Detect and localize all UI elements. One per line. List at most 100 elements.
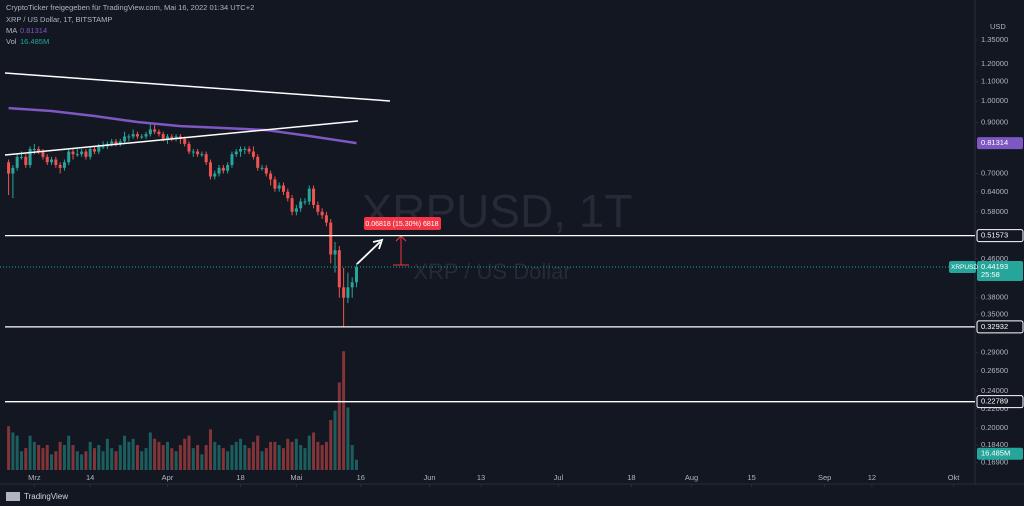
candle-body <box>166 136 170 139</box>
candle-body <box>290 198 294 212</box>
candle-body <box>329 222 333 255</box>
y-tick-label: 0.24000 <box>981 386 1008 395</box>
volume-bar <box>67 435 71 470</box>
y-tick-label: 1.20000 <box>981 59 1008 68</box>
candle-body <box>221 167 225 171</box>
annotation-box <box>364 217 441 230</box>
logo-icon <box>6 492 20 501</box>
candle-body <box>135 134 139 137</box>
volume-bar <box>11 432 15 470</box>
candle-body <box>217 167 221 174</box>
y-tick-label: 0.20000 <box>981 423 1008 432</box>
candle-body <box>80 151 84 155</box>
candle-body <box>114 141 118 144</box>
volume-bar <box>230 445 234 470</box>
volume-bar <box>333 410 337 470</box>
volume-bar <box>273 441 277 470</box>
volume-bar <box>92 448 96 470</box>
x-tick-label: Apr <box>162 473 174 482</box>
candle-body <box>41 151 45 157</box>
volume-tag <box>977 447 1023 460</box>
volume-bar <box>213 441 217 470</box>
candle-body <box>226 165 230 171</box>
volume-bar <box>7 426 11 470</box>
candle-body <box>307 188 311 202</box>
countdown: 25:58 <box>981 270 1000 279</box>
symbol: XRP / US Dollar, 1T, BITSTAMP <box>6 15 112 24</box>
volume-bar <box>157 441 161 470</box>
y-tick-label: 0.22000 <box>981 404 1008 413</box>
level-label: 0.22789 <box>981 397 1008 406</box>
last-price-tag <box>977 261 1023 282</box>
x-tick-label: Jul <box>554 473 564 482</box>
volume-bar <box>114 451 118 470</box>
candle-body <box>62 162 66 168</box>
volume-bar <box>84 451 88 470</box>
candle-body <box>286 191 290 199</box>
volume-bar <box>32 441 36 470</box>
volume-bar <box>153 438 157 470</box>
y-tick-label: 0.70000 <box>981 169 1008 178</box>
ma-line <box>8 106 357 145</box>
volume-bar <box>187 435 191 470</box>
candle-body <box>294 208 298 212</box>
candle-body <box>37 148 41 152</box>
volume-bar <box>307 435 311 470</box>
volume-bar <box>342 351 346 470</box>
candle-body <box>118 141 122 144</box>
x-tick-label: 13 <box>477 473 485 482</box>
volume-bar <box>346 407 350 470</box>
volume-label: 16.485M <box>981 449 1010 458</box>
candle-body <box>273 179 277 189</box>
volume-bar <box>97 445 101 470</box>
candle-body <box>71 151 75 155</box>
candle-body <box>204 154 208 163</box>
candle-body <box>123 136 127 142</box>
volume-bar <box>75 451 79 470</box>
x-tick-label: Mai <box>290 473 302 482</box>
annotation: 0.06818 (15.30%) 6818 <box>365 221 438 228</box>
volume-bar <box>131 438 135 470</box>
candle-body <box>260 167 264 169</box>
candle-body <box>174 136 178 139</box>
watermark-name: XRP / US Dollar <box>413 259 570 284</box>
y-tick-label: 0.18400 <box>981 440 1008 449</box>
volume-bar <box>226 451 230 470</box>
candle-body <box>316 204 320 212</box>
volume-bar <box>166 441 170 470</box>
candle-body <box>264 167 268 174</box>
x-tick-label: Mrz <box>28 473 41 482</box>
volume-bar <box>28 435 32 470</box>
y-tick-label: 1.00000 <box>981 96 1008 105</box>
volume-bar <box>269 441 273 470</box>
candle-body <box>243 148 247 150</box>
volume-bar <box>290 441 294 470</box>
volume-bar <box>251 441 255 470</box>
volume-bar <box>161 445 165 470</box>
x-tick-label: 15 <box>747 473 755 482</box>
volume-bar <box>320 445 324 470</box>
volume-bar <box>196 445 200 470</box>
candle-body <box>110 141 114 144</box>
arrow-head <box>372 238 384 250</box>
x-tick-label: 14 <box>86 473 94 482</box>
candle-body <box>213 173 217 177</box>
candle-body <box>148 129 152 135</box>
candle-body <box>333 250 337 255</box>
y-tick-label: 0.35000 <box>981 309 1008 318</box>
y-tick-label: 0.16900 <box>981 457 1008 466</box>
candle-body <box>131 134 135 137</box>
volume-bar <box>19 451 23 470</box>
candle-body <box>127 136 131 138</box>
volume-bar <box>80 454 84 470</box>
y-tick-label: 0.46000 <box>981 254 1008 263</box>
x-tick-label: Sep <box>818 473 831 482</box>
level-tag <box>976 229 1024 243</box>
y-tick-label: 0.38000 <box>981 293 1008 302</box>
volume-bar <box>217 445 221 470</box>
candle-body <box>75 154 79 156</box>
candle-body <box>28 148 32 166</box>
candle-body <box>24 156 28 166</box>
level-tag <box>976 395 1024 409</box>
candle-body <box>101 146 105 148</box>
